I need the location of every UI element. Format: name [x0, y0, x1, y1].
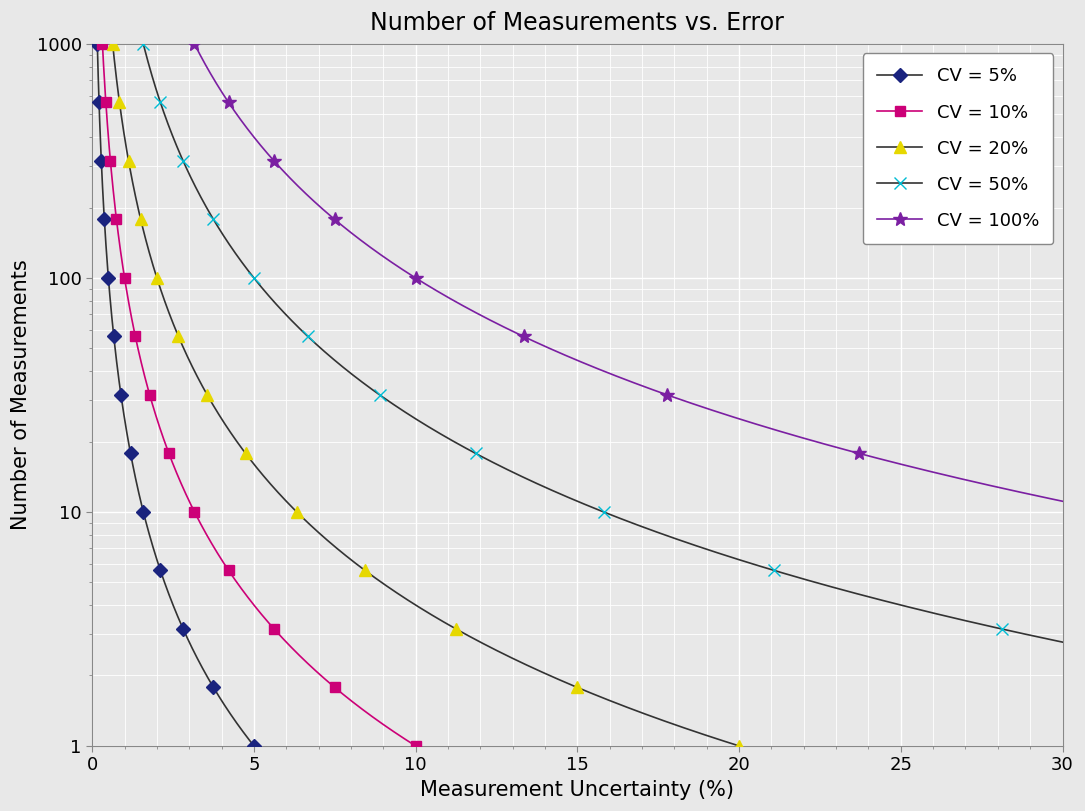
CV = 50% [373, 390, 386, 400]
CV = 50% [247, 273, 260, 283]
CV = 5% [92, 97, 105, 107]
CV = 20% [358, 565, 371, 575]
Legend: CV = 5%, CV = 10%, CV = 20%, CV = 50%, CV = 100%: CV = 5%, CV = 10%, CV = 20%, CV = 50%, C… [863, 53, 1054, 244]
CV = 10% [110, 215, 123, 225]
CV = 100% [222, 97, 235, 107]
CV = 10% [409, 741, 422, 751]
CV = 20% [171, 332, 184, 341]
CV = 50% [768, 565, 781, 575]
CV = 50% [207, 215, 220, 225]
CV = 20% [123, 157, 136, 166]
CV = 20% [201, 390, 214, 400]
CV = 100% [329, 215, 342, 225]
CV = 20% [113, 97, 126, 107]
CV = 5% [114, 390, 127, 400]
CV = 5% [154, 565, 167, 575]
CV = 50% [177, 157, 190, 166]
CV = 100% [661, 390, 674, 400]
CV = 10% [100, 97, 113, 107]
CV = 20% [449, 624, 462, 634]
CV = 20% [571, 683, 584, 693]
CV = 5% [207, 683, 220, 693]
Line: CV = 10%: CV = 10% [98, 39, 421, 751]
CV = 10% [163, 448, 176, 458]
CV = 100% [409, 273, 422, 283]
CV = 100% [518, 332, 531, 341]
CV = 5% [247, 741, 260, 751]
CV = 50% [154, 97, 167, 107]
CV = 20% [151, 273, 164, 283]
CV = 5% [107, 332, 120, 341]
CV = 5% [124, 448, 137, 458]
CV = 50% [137, 39, 150, 49]
CV = 5% [102, 273, 115, 283]
Line: CV = 20%: CV = 20% [107, 38, 744, 752]
Y-axis label: Number of Measurements: Number of Measurements [11, 260, 31, 530]
X-axis label: Measurement Uncertainty (%): Measurement Uncertainty (%) [420, 780, 735, 800]
CV = 10% [188, 507, 201, 517]
CV = 10% [329, 683, 342, 693]
CV = 10% [143, 390, 156, 400]
CV = 50% [995, 624, 1008, 634]
CV = 10% [118, 273, 131, 283]
CV = 20% [732, 741, 745, 751]
CV = 20% [135, 215, 148, 225]
Line: CV = 5%: CV = 5% [92, 39, 259, 751]
Line: CV = 100%: CV = 100% [188, 37, 866, 461]
CV = 10% [222, 565, 235, 575]
CV = 100% [853, 448, 866, 458]
CV = 5% [137, 507, 150, 517]
CV = 100% [188, 39, 201, 49]
CV = 10% [268, 624, 281, 634]
CV = 20% [239, 448, 252, 458]
CV = 10% [129, 332, 142, 341]
CV = 10% [95, 39, 108, 49]
CV = 50% [597, 507, 610, 517]
CV = 50% [302, 332, 315, 341]
CV = 5% [98, 215, 111, 225]
CV = 5% [94, 157, 107, 166]
CV = 20% [106, 39, 119, 49]
Line: CV = 50%: CV = 50% [137, 38, 1008, 635]
CV = 5% [177, 624, 190, 634]
CV = 10% [104, 157, 117, 166]
Title: Number of Measurements vs. Error: Number of Measurements vs. Error [370, 11, 784, 35]
CV = 50% [469, 448, 482, 458]
CV = 5% [91, 39, 104, 49]
CV = 20% [291, 507, 304, 517]
CV = 100% [268, 157, 281, 166]
